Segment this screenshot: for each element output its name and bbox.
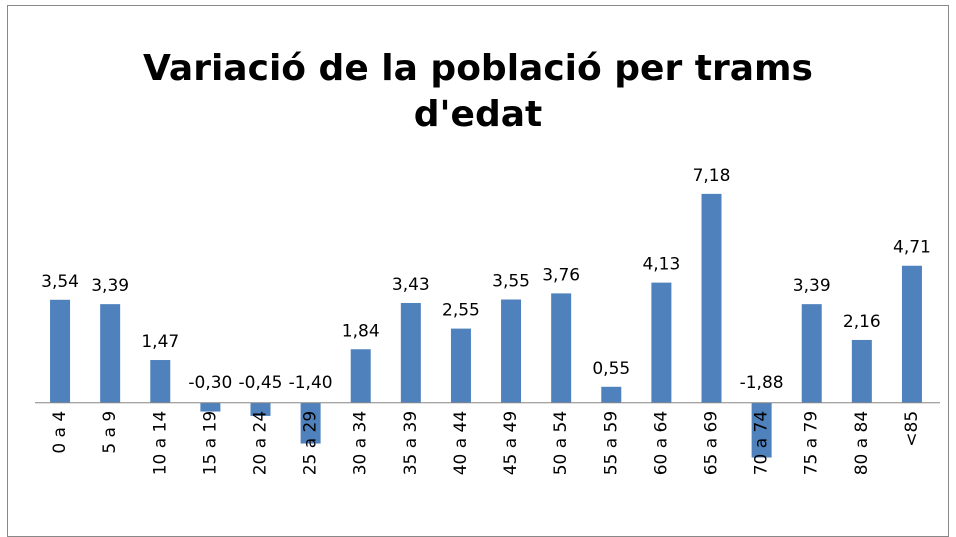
bar	[851, 339, 872, 403]
data-label: 2,55	[442, 301, 480, 321]
data-label: 1,84	[342, 321, 380, 341]
bar	[150, 360, 171, 403]
chart-title: Variació de la població per trams d'edat	[143, 48, 813, 135]
bar	[250, 402, 271, 416]
bar	[701, 193, 722, 403]
bar	[801, 304, 822, 403]
x-tick-label: 55 a 59	[601, 411, 621, 476]
bar	[501, 299, 522, 403]
x-tick-label: 40 a 44	[451, 411, 471, 476]
bar	[200, 402, 221, 412]
x-tick-label: 25 a 29	[301, 411, 321, 476]
x-tick-label: 35 a 39	[401, 411, 421, 476]
data-label: 4,71	[893, 238, 931, 258]
bar	[651, 282, 672, 403]
bar	[450, 328, 471, 403]
data-label: -1,40	[289, 373, 333, 393]
data-label: -1,88	[740, 373, 784, 393]
bar	[400, 302, 421, 403]
data-label: 3,39	[793, 276, 831, 296]
bar	[50, 299, 71, 403]
data-label: 4,13	[642, 255, 680, 275]
chart-frame	[7, 5, 949, 537]
bar	[901, 265, 922, 403]
bar	[100, 304, 121, 403]
x-tick-label: 20 a 24	[251, 411, 271, 476]
bar	[751, 402, 772, 458]
data-label: 3,39	[91, 276, 129, 296]
data-label: 7,18	[693, 166, 731, 186]
data-label: 3,76	[542, 265, 580, 285]
x-tick-label: 15 a 19	[200, 411, 220, 476]
bar	[300, 402, 321, 444]
x-tick-label: 80 a 84	[852, 411, 872, 476]
x-tick-label: 65 a 69	[702, 411, 722, 476]
x-tick-label: 50 a 54	[551, 411, 571, 476]
x-tick-label: <85	[902, 411, 922, 447]
x-tick-label: 5 a 9	[100, 411, 120, 454]
data-label: 3,43	[392, 275, 430, 295]
data-label: 2,16	[843, 312, 881, 332]
x-tick-label: 75 a 79	[802, 411, 822, 476]
data-label: -0,45	[239, 373, 283, 393]
x-tick-label: 10 a 14	[150, 411, 170, 476]
x-tick-label: 30 a 34	[351, 411, 371, 476]
bar	[551, 293, 572, 403]
x-tick-label: 60 a 64	[651, 411, 671, 476]
data-label: 3,54	[41, 272, 79, 292]
bar	[350, 349, 371, 403]
x-tick-label: 70 a 74	[752, 411, 772, 476]
data-label: 0,55	[592, 359, 630, 379]
data-label: -0,30	[188, 373, 232, 393]
data-label: 1,47	[141, 332, 179, 352]
x-tick-label: 45 a 49	[501, 411, 521, 476]
bar	[601, 386, 622, 403]
x-tick-label: 0 a 4	[50, 411, 70, 454]
data-label: 3,55	[492, 271, 530, 291]
